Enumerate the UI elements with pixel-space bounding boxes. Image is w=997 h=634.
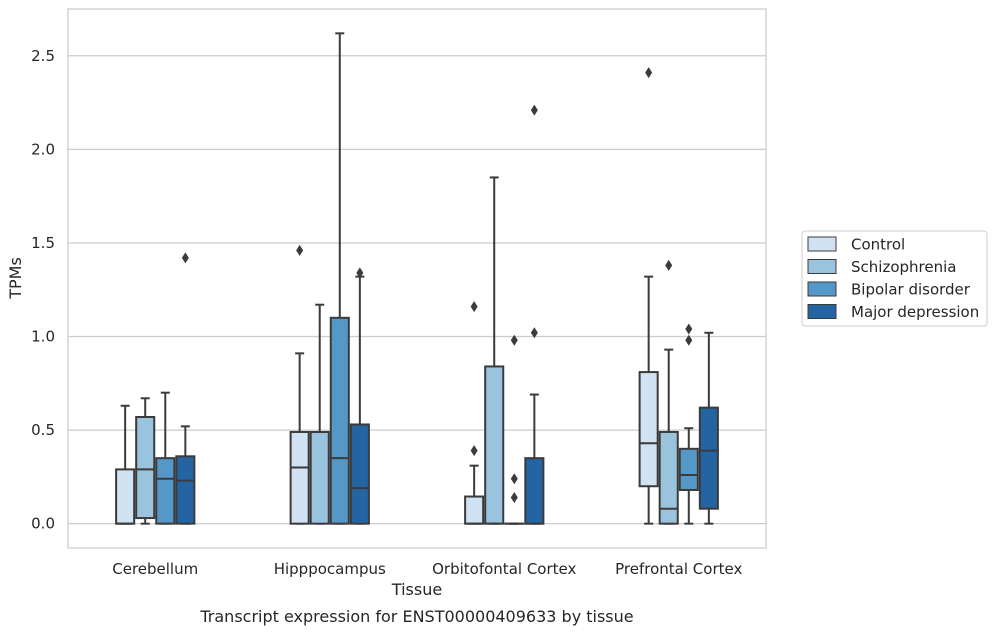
- box: [638, 371, 659, 488]
- box-group: [309, 303, 330, 525]
- box: [309, 430, 330, 525]
- box: [175, 455, 196, 525]
- legend-label: Major depression: [851, 303, 979, 321]
- outlier-point: [530, 104, 538, 116]
- legend-swatch: [807, 259, 837, 274]
- x-axis-ticks: Cerebellum Hipppocampus Orbitofontal Corte…: [112, 560, 742, 578]
- box-group: [115, 404, 136, 525]
- outlier-point: [356, 267, 364, 279]
- plot-frame: [67, 8, 767, 549]
- outlier-point: [685, 323, 693, 335]
- box: [678, 447, 699, 491]
- box: [135, 415, 156, 520]
- box-group: [678, 323, 699, 525]
- outlier-point: [470, 301, 478, 313]
- box: [524, 457, 545, 525]
- legend: Control Schizophrenia Bipolar disorder Majo…: [801, 230, 988, 327]
- legend-label: Schizophrenia: [851, 258, 956, 276]
- x-tick-label: Prefrontal Cortex: [615, 560, 742, 578]
- outlier-point: [685, 334, 693, 346]
- outlier-point: [645, 67, 653, 79]
- box: [155, 457, 176, 525]
- outlier-point: [510, 491, 518, 503]
- box-group: [135, 397, 156, 525]
- y-tick-label: 1.0: [31, 328, 55, 346]
- box-group: [484, 176, 505, 525]
- box: [329, 316, 350, 525]
- legend-swatch: [807, 281, 837, 297]
- box-group: [289, 244, 310, 525]
- outlier-point: [181, 252, 189, 264]
- box-group: [329, 32, 350, 525]
- x-axis-title: Tissue: [391, 580, 442, 599]
- legend-label: Bipolar disorder: [851, 281, 971, 299]
- box: [698, 406, 719, 510]
- y-tick-label: 2.5: [31, 47, 55, 65]
- box-group: [698, 331, 719, 525]
- y-axis-ticks: 0.0 0.5 1.0 1.5 2.0 2.5: [31, 47, 55, 533]
- legend-swatch: [807, 304, 837, 319]
- box-group: [524, 104, 545, 525]
- box-group: [638, 67, 659, 525]
- x-tick-label: Orbitofontal Cortex: [432, 560, 576, 578]
- box-group: [155, 391, 176, 525]
- box-group: [175, 252, 196, 525]
- legend-label: Control: [851, 236, 905, 254]
- y-tick-label: 2.0: [31, 140, 55, 158]
- box: [349, 423, 370, 525]
- box: [464, 495, 485, 525]
- outlier-point: [470, 445, 478, 457]
- outlier-point: [530, 327, 538, 339]
- y-tick-label: 1.5: [31, 234, 55, 252]
- legend-frame: [801, 230, 988, 327]
- box-group: [504, 334, 525, 525]
- outlier-point: [510, 473, 518, 485]
- x-tick-label: Hipppocampus: [274, 560, 386, 578]
- x-tick-label: Cerebellum: [112, 560, 198, 578]
- box: [484, 365, 505, 525]
- chart-caption: Transcript expression for ENST0000040963…: [199, 607, 633, 626]
- y-tick-label: 0.0: [31, 515, 55, 533]
- legend-swatch: [807, 236, 837, 252]
- y-axis-title: TPMs: [6, 257, 25, 300]
- y-tick-label: 0.5: [31, 421, 55, 439]
- box-group: [349, 267, 370, 525]
- box: [115, 468, 136, 525]
- boxes-layer: [115, 32, 719, 525]
- box-group: [464, 301, 485, 525]
- box: [289, 430, 310, 525]
- outlier-point: [296, 244, 304, 256]
- box-group: [658, 259, 679, 525]
- outlier-point: [665, 259, 673, 271]
- outlier-point: [510, 334, 518, 346]
- box: [658, 430, 679, 525]
